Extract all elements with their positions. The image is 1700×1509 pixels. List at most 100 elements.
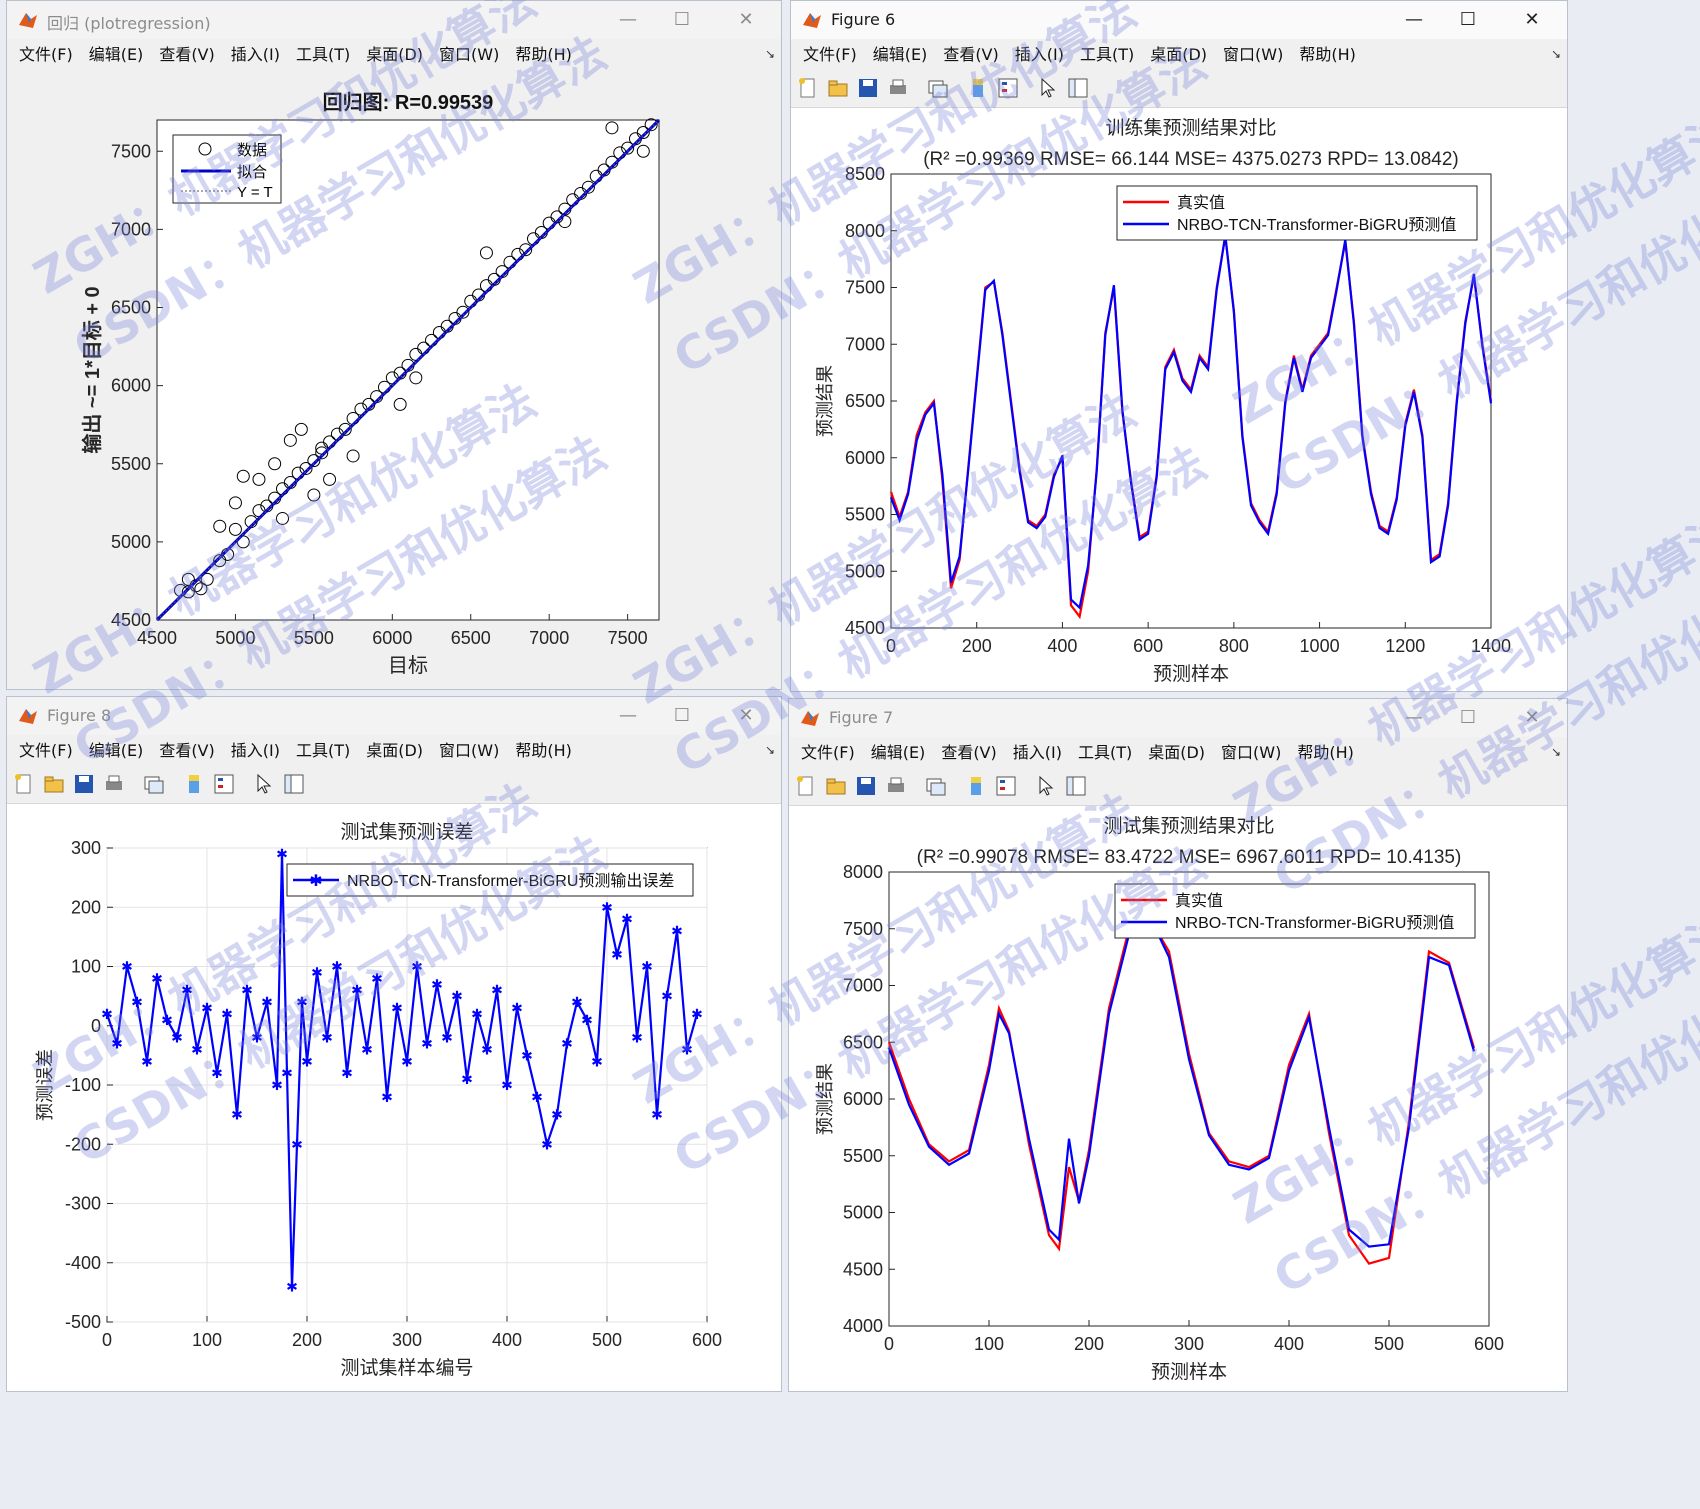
menu-desktop[interactable]: 桌面(D): [1148, 743, 1206, 762]
menu-view[interactable]: 查看(V): [941, 743, 997, 762]
menu-insert[interactable]: 插入(I): [1012, 743, 1062, 762]
menu-desktop[interactable]: 桌面(D): [366, 45, 424, 64]
title-bar[interactable]: Figure 6 — ☐ ✕: [791, 1, 1567, 39]
legend-icon[interactable]: [213, 773, 235, 795]
menu-edit[interactable]: 编辑(E): [872, 45, 928, 64]
save-icon[interactable]: [857, 77, 879, 99]
close-button[interactable]: ✕: [1524, 9, 1540, 30]
minimize-button[interactable]: —: [619, 9, 637, 30]
colorbar-icon[interactable]: [965, 775, 987, 797]
save-icon[interactable]: [73, 773, 95, 795]
maximize-button[interactable]: ☐: [1459, 707, 1477, 728]
menu-file[interactable]: 文件(F): [803, 45, 857, 64]
x-tick-label: 400: [1274, 1334, 1304, 1354]
legend-label: Y = T: [237, 184, 273, 201]
link-plot-icon[interactable]: [927, 77, 949, 99]
print-icon[interactable]: [885, 775, 907, 797]
legend-icon[interactable]: [995, 775, 1017, 797]
menu-view[interactable]: 查看(V): [159, 45, 215, 64]
x-tick-label: 5000: [215, 628, 255, 648]
pointer-icon[interactable]: [1035, 775, 1057, 797]
menu-file[interactable]: 文件(F): [19, 741, 73, 760]
menu-insert[interactable]: 插入(I): [230, 741, 280, 760]
title-bar[interactable]: 回归 (plotregression) — ☐ ✕: [7, 1, 781, 39]
menu-edit[interactable]: 编辑(E): [88, 741, 144, 760]
dock-arrow-icon[interactable]: ↘: [764, 743, 775, 757]
menu-desktop[interactable]: 桌面(D): [1150, 45, 1208, 64]
menu-edit[interactable]: 编辑(E): [870, 743, 926, 762]
pointer-icon[interactable]: [253, 773, 275, 795]
menu-edit[interactable]: 编辑(E): [88, 45, 144, 64]
x-tick-label: 6500: [451, 628, 491, 648]
menu-window[interactable]: 窗口(W): [1221, 743, 1282, 762]
data-marker: ✱: [581, 1012, 593, 1028]
minimize-button[interactable]: —: [1405, 9, 1423, 30]
menu-insert[interactable]: 插入(I): [1014, 45, 1064, 64]
maximize-button[interactable]: ☐: [1459, 9, 1477, 30]
property-editor-icon[interactable]: [1065, 775, 1087, 797]
menu-tools[interactable]: 工具(T): [295, 45, 351, 64]
save-icon[interactable]: [855, 775, 877, 797]
open-file-icon[interactable]: [43, 773, 65, 795]
dock-arrow-icon[interactable]: ↘: [1550, 47, 1561, 61]
x-tick-label: 100: [192, 1330, 222, 1350]
new-figure-icon[interactable]: [795, 775, 817, 797]
close-button[interactable]: ✕: [1524, 707, 1540, 728]
colorbar-icon[interactable]: [967, 77, 989, 99]
minimize-button[interactable]: —: [619, 705, 637, 726]
y-tick-label: 300: [71, 838, 101, 858]
menu-view[interactable]: 查看(V): [159, 741, 215, 760]
menu-window[interactable]: 窗口(W): [439, 741, 500, 760]
y-tick-label: 8500: [845, 164, 885, 184]
y-tick-label: 4500: [843, 1259, 883, 1279]
data-marker: ✱: [241, 982, 253, 998]
title-bar[interactable]: Figure 7 — ☐ ✕: [789, 699, 1567, 737]
title-bar[interactable]: Figure 8 — ☐ ✕: [7, 697, 781, 735]
new-figure-icon[interactable]: [13, 773, 35, 795]
maximize-button[interactable]: ☐: [673, 705, 691, 726]
dock-arrow-icon[interactable]: ↘: [764, 47, 775, 61]
menu-insert[interactable]: 插入(I): [230, 45, 280, 64]
chart-title: 回归图: R=0.99539: [323, 90, 494, 114]
close-button[interactable]: ✕: [738, 705, 754, 726]
minimize-button[interactable]: —: [1405, 707, 1423, 728]
pointer-icon[interactable]: [1037, 77, 1059, 99]
menu-tools[interactable]: 工具(T): [1079, 45, 1135, 64]
property-editor-icon[interactable]: [283, 773, 305, 795]
menu-help[interactable]: 帮助(H): [515, 741, 572, 760]
menu-window[interactable]: 窗口(W): [439, 45, 500, 64]
new-figure-icon[interactable]: [797, 77, 819, 99]
menu-window[interactable]: 窗口(W): [1223, 45, 1284, 64]
menu-file[interactable]: 文件(F): [19, 45, 73, 64]
data-marker: ✱: [221, 1006, 233, 1022]
menu-view[interactable]: 查看(V): [943, 45, 999, 64]
open-file-icon[interactable]: [827, 77, 849, 99]
dock-arrow-icon[interactable]: ↘: [1550, 745, 1561, 759]
x-axis-label: 目标: [388, 654, 428, 677]
link-plot-icon[interactable]: [143, 773, 165, 795]
data-point: [621, 141, 635, 155]
menu-desktop[interactable]: 桌面(D): [366, 741, 424, 760]
print-icon[interactable]: [103, 773, 125, 795]
menu-help[interactable]: 帮助(H): [1299, 45, 1356, 64]
colorbar-icon[interactable]: [183, 773, 205, 795]
matlab-icon: [801, 711, 819, 726]
regression-window: 回归 (plotregression) — ☐ ✕ 文件(F) 编辑(E) 查看(V…: [6, 0, 782, 690]
y-tick-label: 8000: [843, 862, 883, 882]
y-tick-label: 5500: [845, 505, 885, 525]
x-axis-label: 测试集样本编号: [340, 1357, 473, 1379]
legend-icon[interactable]: [997, 77, 1019, 99]
menu-help[interactable]: 帮助(H): [515, 45, 572, 64]
print-icon[interactable]: [887, 77, 909, 99]
menu-file[interactable]: 文件(F): [801, 743, 855, 762]
menu-tools[interactable]: 工具(T): [1077, 743, 1133, 762]
y-tick-label: 200: [71, 897, 101, 917]
link-plot-icon[interactable]: [925, 775, 947, 797]
close-button[interactable]: ✕: [738, 9, 754, 30]
menu-help[interactable]: 帮助(H): [1297, 743, 1354, 762]
menu-tools[interactable]: 工具(T): [295, 741, 351, 760]
property-editor-icon[interactable]: [1067, 77, 1089, 99]
open-file-icon[interactable]: [825, 775, 847, 797]
maximize-button[interactable]: ☐: [673, 9, 691, 30]
data-point: [346, 449, 360, 463]
